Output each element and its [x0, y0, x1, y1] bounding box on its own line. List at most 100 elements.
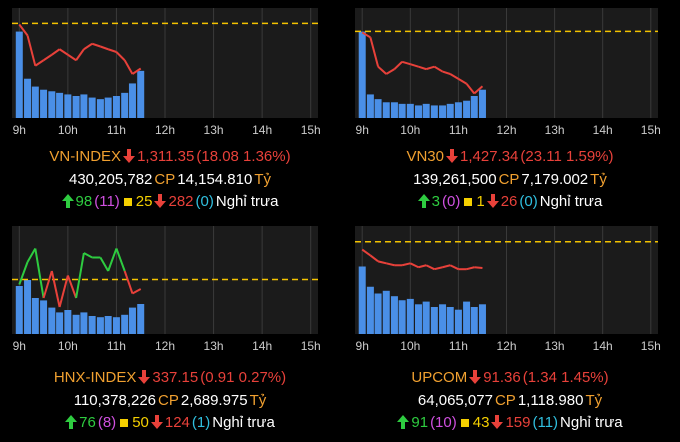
- x-tick-label: 15h: [301, 339, 321, 353]
- stats-row: VN-INDEX 1,311.35 (18.08 1.36%): [0, 148, 340, 167]
- price-line: [401, 60, 411, 66]
- price-line: [449, 264, 459, 271]
- price-line: [34, 59, 45, 67]
- volume-bar: [64, 310, 72, 334]
- volume-bar: [48, 91, 56, 118]
- volume-bar: [137, 304, 145, 334]
- cp-label: CP: [494, 392, 516, 409]
- x-tick-label: 14h: [593, 123, 613, 137]
- price-line: [42, 270, 53, 299]
- price-line: [83, 252, 93, 259]
- down-arrow: [150, 415, 163, 433]
- price-line: [369, 254, 379, 263]
- volume-bar: [446, 103, 454, 118]
- status: Nghỉ trưa: [539, 193, 603, 210]
- volume: 430,205,782: [68, 171, 153, 188]
- price-line: [26, 35, 37, 66]
- price-line: [91, 42, 101, 48]
- volume-bar: [382, 102, 390, 118]
- x-tick-label: 11h: [107, 123, 126, 137]
- down-arrow: [138, 370, 151, 388]
- cp-label: CP: [498, 171, 520, 188]
- volume-bar: [137, 70, 145, 118]
- down-arrow: [154, 194, 167, 212]
- stats-row: 91 (10) 43 159 (11) Nghỉ trưa: [340, 414, 680, 433]
- price-line: [123, 59, 134, 75]
- price-line: [410, 63, 419, 68]
- volume-bar: [398, 103, 406, 118]
- unit: Tỷ: [585, 392, 603, 409]
- volume-bar: [31, 298, 39, 334]
- x-tick-label: 15h: [641, 339, 661, 353]
- volume-bar: [366, 286, 374, 334]
- price: 1,311.35: [137, 148, 195, 165]
- price-line: [99, 257, 110, 272]
- price-line: [34, 248, 45, 299]
- volume-bar: [446, 307, 454, 334]
- x-tick-label: 11h: [107, 339, 126, 353]
- unchanged-icon: [118, 415, 130, 433]
- change: (18.08 1.36%): [196, 148, 291, 165]
- ceiling: (8): [97, 414, 117, 431]
- price-line: [131, 67, 142, 75]
- x-tick-label: 13h: [204, 123, 224, 137]
- x-tick-label: 14h: [252, 123, 272, 137]
- down-arrow: [491, 415, 504, 433]
- volume-bar: [40, 300, 48, 334]
- unchanged: 50: [132, 414, 149, 431]
- stats-row: 430,205,782 CP 14,154.810 Tỷ: [0, 171, 340, 188]
- price-line: [457, 78, 468, 85]
- price-line: [107, 48, 117, 53]
- index-name: VN30: [406, 148, 444, 165]
- index-name: VN-INDEX: [49, 148, 122, 165]
- down-arrow: [469, 370, 482, 388]
- volume-bar: [48, 307, 56, 334]
- status: Nghỉ trưa: [215, 193, 279, 210]
- change: (0.91 0.27%): [200, 369, 287, 386]
- price-line: [466, 266, 475, 271]
- price-line: [425, 65, 435, 71]
- volume-bar: [31, 86, 39, 118]
- x-tick-label: 9h: [356, 123, 369, 137]
- price-line: [58, 275, 69, 308]
- price-line: [43, 53, 53, 62]
- price-line: [474, 266, 483, 270]
- volume: 64,065,077: [417, 392, 493, 409]
- volume-bar: [414, 304, 422, 334]
- price-line: [66, 275, 78, 299]
- up-arrow: [61, 194, 74, 212]
- volume-bar: [374, 99, 382, 118]
- volume-bar: [454, 102, 462, 118]
- volume-bar: [358, 31, 366, 119]
- volume-bar: [24, 280, 32, 334]
- x-tick-label: 10h: [58, 123, 78, 137]
- price-line: [75, 48, 85, 61]
- price-line: [50, 270, 61, 308]
- down-arrow: [123, 149, 136, 167]
- volume-bar: [390, 102, 398, 118]
- volume-bar: [366, 94, 374, 118]
- volume-bar: [422, 103, 430, 118]
- up-arrow: [397, 415, 410, 433]
- declines: 282: [168, 193, 194, 210]
- x-tick-label: 10h: [400, 339, 420, 353]
- advances: 3: [431, 193, 441, 210]
- price-line: [83, 42, 93, 51]
- price-line: [18, 23, 29, 37]
- declines: 159: [505, 414, 531, 431]
- x-tick-label: 12h: [155, 339, 175, 353]
- volume-bar: [40, 89, 48, 118]
- unchanged: 1: [476, 193, 485, 210]
- price-line: [115, 51, 126, 61]
- volume-bar: [358, 266, 366, 334]
- unit: Tỷ: [590, 171, 607, 188]
- price-line: [67, 53, 77, 62]
- traded-value: 7,179.002: [521, 171, 589, 188]
- volume-bar: [15, 31, 23, 119]
- traded-value: 1,118.980: [517, 392, 584, 409]
- volume-bar: [478, 89, 486, 118]
- volume-bar: [88, 97, 96, 118]
- price-line: [131, 288, 142, 295]
